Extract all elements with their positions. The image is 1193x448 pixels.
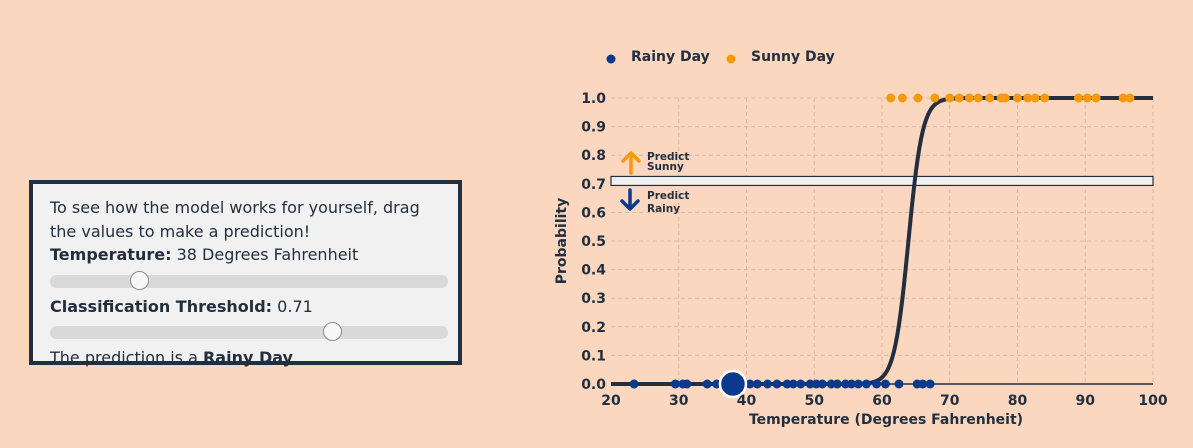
rainy-day-point	[880, 379, 890, 389]
rainy-day-point	[861, 379, 871, 389]
rainy-day-point	[872, 379, 882, 389]
predict-rainy-label-2: Rainy	[647, 203, 680, 215]
threshold-line: Classification Threshold: 0.71	[50, 295, 442, 319]
rainy-day-point	[788, 379, 798, 389]
arrow-down-icon	[620, 188, 640, 211]
sunny-day-point	[1000, 93, 1010, 103]
temperature-value: 38 Degrees Fahrenheit	[176, 245, 359, 264]
sunny-day-point	[1125, 93, 1135, 103]
sunny-day-point	[1040, 93, 1050, 103]
threshold-value: 0.71	[277, 296, 313, 316]
predict-sunny-label-2: Sunny	[647, 161, 684, 173]
temperature-slider[interactable]	[50, 270, 448, 290]
sunny-day-point	[897, 93, 907, 103]
x-tick-label: 60	[872, 393, 892, 409]
rainy-day-point	[670, 379, 680, 389]
y-tick-label: 0.0	[581, 377, 606, 393]
sunny-day-point	[1030, 93, 1040, 103]
rainy-day-point	[745, 379, 755, 389]
temperature-line: Temperature: 38 Degrees Fahrenheit	[50, 243, 442, 267]
rainy-day-point	[629, 379, 639, 389]
rainy-day-point	[847, 379, 857, 389]
temperature-slider-track[interactable]	[50, 274, 448, 288]
sunny-day-point	[954, 93, 964, 103]
threshold-slider-track[interactable]	[50, 326, 448, 339]
threshold-band	[610, 175, 1154, 187]
arrow-up-icon	[621, 151, 641, 175]
sunny-day-point	[1091, 93, 1101, 103]
rainy-day-point	[702, 379, 712, 389]
sunny-day-point	[1082, 93, 1092, 103]
rainy-day-point	[682, 379, 692, 389]
x-tick-label: 70	[940, 393, 960, 409]
temperature-label: Temperature:	[50, 245, 172, 264]
x-tick-label: 20	[601, 393, 621, 409]
rainy-day-point	[763, 379, 773, 389]
x-tick-label: 100	[1138, 393, 1167, 409]
sunny-day-point	[1013, 93, 1022, 103]
y-tick-label: 0.1	[581, 348, 606, 364]
control-panel: To see how the model works for yourself,…	[29, 180, 462, 367]
y-tick-label: 0.6	[581, 205, 606, 221]
sunny-day-point	[985, 93, 995, 103]
y-tick-label: 0.3	[581, 291, 606, 307]
sunny-day-point	[886, 93, 896, 103]
x-tick-label: 30	[669, 393, 689, 409]
x-tick-label: 50	[805, 393, 825, 409]
temperature-slider-thumb[interactable]	[129, 270, 149, 290]
threshold-label: Classification Threshold:	[50, 296, 273, 316]
x-tick-label: 90	[1076, 393, 1096, 409]
intro-text: To see how the model works for yourself,…	[50, 198, 420, 241]
rainy-day-point	[853, 379, 863, 389]
logistic-curve	[610, 96, 1154, 386]
rainy-day-point	[796, 379, 806, 389]
sunny-day-point	[1073, 93, 1083, 103]
prediction-prefix: The prediction is a	[50, 348, 203, 367]
rainy-day-point	[752, 379, 762, 389]
x-tick-label: 80	[1008, 393, 1028, 409]
y-tick-label: 0.4	[581, 263, 606, 279]
legend-sunny-label: Sunny Day	[751, 49, 835, 65]
legend-sunny-marker	[726, 54, 736, 64]
sunny-day-point	[973, 93, 983, 103]
rainy-day-point	[894, 379, 904, 389]
x-tick-label: 40	[737, 393, 757, 409]
threshold-slider-thumb[interactable]	[322, 322, 342, 341]
y-tick-label: 1.0	[581, 91, 606, 107]
rainy-day-point	[918, 379, 928, 389]
y-tick-label: 0.9	[581, 120, 606, 136]
y-tick-label: 0.2	[581, 320, 606, 336]
current-prediction-point	[718, 369, 748, 399]
sunny-day-point	[964, 93, 974, 103]
prediction-value: Rainy Day	[202, 348, 293, 367]
y-tick-label: 0.8	[581, 148, 606, 164]
rainy-day-point	[817, 379, 827, 389]
rainy-day-point	[832, 379, 842, 389]
sunny-day-point	[1118, 93, 1128, 103]
rainy-day-point	[772, 379, 782, 389]
prediction-line: The prediction is a Rainy Day.	[50, 346, 442, 370]
x-axis-title: Temperature (Degrees Fahrenheit)	[749, 412, 1023, 428]
y-axis-title: Probability	[554, 198, 570, 285]
predict-rainy-label-1: Predict	[647, 190, 689, 202]
legend-rainy-marker	[606, 54, 616, 64]
prediction-suffix: .	[292, 348, 299, 367]
sunny-day-point	[930, 93, 940, 103]
sunny-day-point	[1023, 93, 1033, 103]
y-tick-label: 0.5	[581, 234, 606, 250]
sunny-day-point	[945, 93, 955, 103]
legend-rainy-label: Rainy Day	[631, 49, 710, 65]
y-tick-label: 0.7	[581, 177, 606, 193]
threshold-slider[interactable]	[50, 322, 448, 341]
sunny-day-point	[913, 93, 923, 103]
predict-sunny-label-1: Predict	[647, 151, 689, 163]
rainy-day-point	[925, 379, 935, 389]
